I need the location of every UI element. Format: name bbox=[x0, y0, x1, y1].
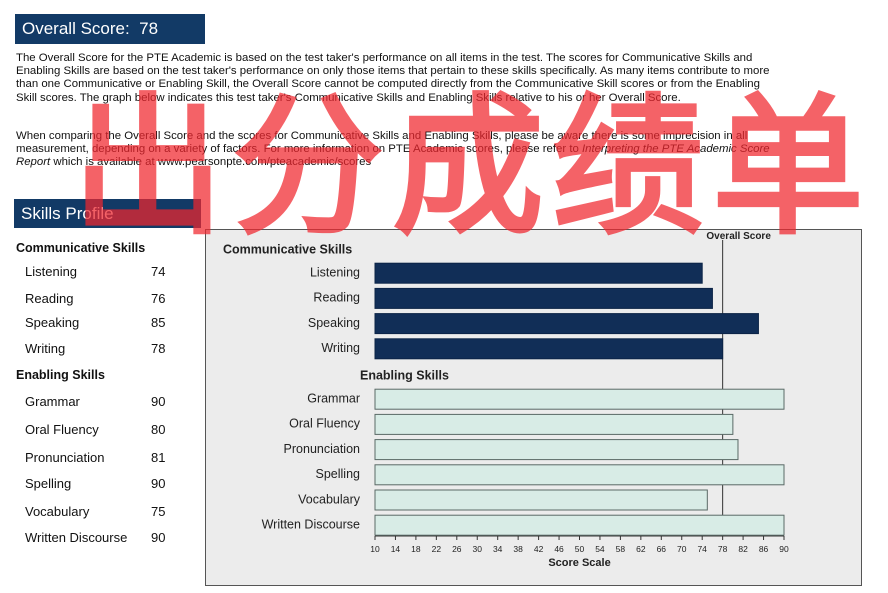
x-axis-title: Score Scale bbox=[548, 557, 610, 569]
bar bbox=[374, 413, 734, 435]
skill-score: 75 bbox=[151, 504, 166, 519]
bar bbox=[374, 287, 713, 309]
score-row-oral-fluency: Oral Fluency 80 bbox=[25, 422, 173, 437]
x-tick-label: 10 bbox=[370, 544, 380, 554]
bar bbox=[374, 489, 708, 511]
category-label: Pronunciation bbox=[284, 442, 360, 456]
overall-score-header: Overall Score: 78 bbox=[15, 14, 205, 44]
score-row-writing: Writing 78 bbox=[25, 341, 173, 356]
x-tick-label: 26 bbox=[452, 544, 462, 554]
x-tick-label: 38 bbox=[513, 544, 523, 554]
x-tick-label: 78 bbox=[718, 544, 728, 554]
x-tick-label: 90 bbox=[779, 544, 789, 554]
skill-label: Speaking bbox=[25, 315, 80, 330]
x-tick-label: 46 bbox=[554, 544, 564, 554]
x-tick-label: 42 bbox=[534, 544, 544, 554]
x-tick-label: 18 bbox=[411, 544, 421, 554]
score-row-listening: Listening 74 bbox=[25, 264, 173, 279]
skill-score: 90 bbox=[151, 394, 166, 409]
x-tick-label: 14 bbox=[391, 544, 401, 554]
skill-score: 74 bbox=[151, 264, 166, 279]
overall-score-value: 78 bbox=[139, 19, 159, 38]
bar bbox=[374, 514, 785, 536]
score-row-reading: Reading 76 bbox=[25, 291, 173, 306]
category-label: Spelling bbox=[316, 467, 361, 481]
skill-score: 81 bbox=[151, 450, 166, 465]
overall-score-label: Overall Score bbox=[706, 231, 771, 242]
enabling-skills-heading: Enabling Skills bbox=[16, 368, 105, 382]
skill-label: Listening bbox=[25, 264, 78, 279]
x-tick-label: 30 bbox=[473, 544, 483, 554]
skill-label: Spelling bbox=[25, 476, 72, 491]
x-tick-label: 70 bbox=[677, 544, 687, 554]
bar bbox=[374, 439, 739, 461]
bar bbox=[374, 262, 703, 284]
score-row-written-discourse: Written Discourse 90 bbox=[25, 530, 173, 545]
skill-label: Grammar bbox=[25, 394, 80, 409]
x-tick-label: 58 bbox=[616, 544, 626, 554]
x-tick-label: 22 bbox=[432, 544, 442, 554]
score-row-pronunciation: Pronunciation 81 bbox=[25, 450, 173, 465]
skill-label: Oral Fluency bbox=[25, 422, 99, 437]
watermark-overlay: 出分成绩单 bbox=[72, 79, 872, 256]
x-tick-label: 34 bbox=[493, 544, 503, 554]
skill-score: 90 bbox=[151, 530, 166, 545]
skill-score: 78 bbox=[151, 341, 166, 356]
score-row-grammar: Grammar 90 bbox=[25, 394, 173, 409]
bar bbox=[374, 338, 724, 360]
overall-score-label: Overall Score: bbox=[22, 19, 130, 38]
skill-label: Reading bbox=[25, 291, 74, 306]
x-tick-label: 62 bbox=[636, 544, 646, 554]
measurement-note-text: When comparing the Overall Score and the… bbox=[16, 130, 748, 156]
group-label: Enabling Skills bbox=[360, 368, 449, 382]
skill-label: Writing bbox=[25, 341, 66, 356]
x-tick-label: 66 bbox=[657, 544, 667, 554]
skill-score: 90 bbox=[151, 476, 166, 491]
measurement-note: When comparing the Overall Score and the… bbox=[16, 130, 776, 170]
category-label: Writing bbox=[321, 341, 360, 355]
score-report-guide-title: Interpreting the PTE Academic Score Repo… bbox=[16, 143, 770, 169]
x-tick-label: 86 bbox=[759, 544, 769, 554]
skill-label: Written Discourse bbox=[25, 530, 128, 545]
communicative-skills-heading: Communicative Skills bbox=[16, 241, 146, 255]
bar bbox=[374, 464, 785, 486]
skill-score: 76 bbox=[151, 291, 166, 306]
category-label: Oral Fluency bbox=[289, 417, 361, 431]
category-label: Grammar bbox=[307, 391, 360, 405]
x-tick-label: 50 bbox=[575, 544, 585, 554]
skill-score: 80 bbox=[151, 422, 166, 437]
category-label: Speaking bbox=[308, 316, 360, 330]
x-tick-label: 54 bbox=[595, 544, 605, 554]
bar bbox=[374, 388, 785, 410]
score-row-speaking: Speaking 85 bbox=[25, 315, 173, 330]
score-row-vocabulary: Vocabulary 75 bbox=[25, 504, 173, 519]
group-label: Communicative Skills bbox=[223, 242, 352, 256]
skill-label: Vocabulary bbox=[25, 504, 90, 519]
category-label: Written Discourse bbox=[262, 517, 360, 531]
skills-profile-header: Skills Profile bbox=[14, 199, 201, 228]
category-label: Listening bbox=[310, 265, 360, 279]
category-label: Vocabulary bbox=[298, 492, 361, 506]
category-label: Reading bbox=[313, 291, 360, 305]
chart-svg: Communicative Skills Enabling Skills Overa… bbox=[223, 231, 789, 569]
score-row-spelling: Spelling 90 bbox=[25, 476, 173, 491]
bar bbox=[374, 313, 759, 335]
skill-label: Pronunciation bbox=[25, 450, 105, 465]
x-tick-label: 82 bbox=[738, 544, 748, 554]
skills-profile-chart: Communicative Skills Enabling Skills Overa… bbox=[205, 229, 862, 586]
score-report-link-text: which is available at www.pearsonpte.com… bbox=[53, 156, 372, 169]
x-tick-label: 74 bbox=[697, 544, 707, 554]
overall-score-explanation: The Overall Score for the PTE Academic i… bbox=[16, 52, 770, 104]
skill-score: 85 bbox=[151, 315, 166, 330]
